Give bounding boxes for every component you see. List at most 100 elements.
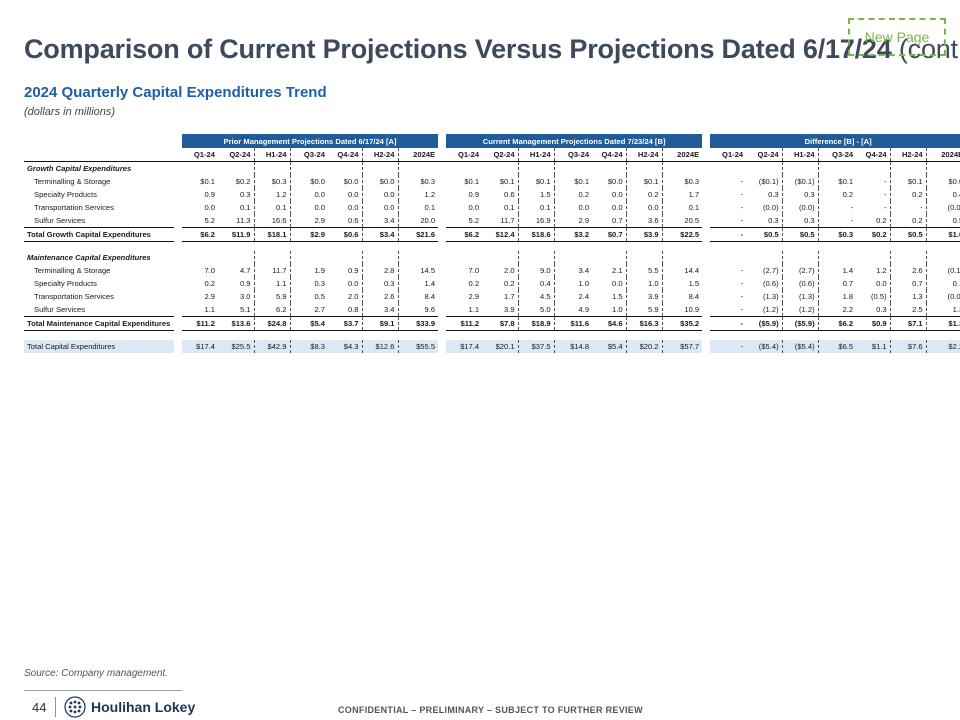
value-cell: $0.1	[200, 177, 215, 186]
value-cell: 3.4	[362, 214, 399, 228]
value-cell: 0.9	[328, 264, 363, 277]
header-spacer	[24, 148, 174, 162]
value-cell: 1.2	[424, 190, 436, 199]
table-row: Terminalling & Storage $0.1 $0.2 $0.3 $0.0 $0…	[24, 175, 960, 188]
page-title-suffix: (cont.)	[898, 34, 960, 64]
empty-cell	[362, 161, 399, 175]
value-cell: (0.0)	[947, 203, 960, 212]
value-cell: ($5.4)	[746, 340, 783, 353]
empty-cell	[218, 161, 255, 175]
period-header: H1-24	[782, 148, 819, 162]
value-cell: 3.0	[218, 290, 255, 303]
value-cell: 0.2	[626, 188, 663, 201]
value-cell: (1.3)	[782, 290, 819, 303]
confidential-notice: CONFIDENTIAL – PRELIMINARY – SUBJECT TO …	[338, 705, 643, 715]
value-cell: 1.1	[254, 277, 291, 290]
value-cell: ($5.9)	[782, 316, 819, 331]
column-gap	[174, 317, 182, 331]
value-cell: (1.3)	[746, 290, 783, 303]
page-title-main: Comparison of Current Projections Versus…	[24, 34, 892, 64]
period-header: Q2-24	[746, 148, 783, 162]
row-label: Growth Capital Expenditures	[27, 164, 132, 173]
value-cell: 0.0	[626, 201, 663, 214]
value-cell: $6.2	[182, 227, 218, 242]
value-cell: -	[740, 292, 744, 301]
empty-cell	[254, 161, 291, 175]
column-gap	[702, 264, 710, 277]
value-cell: 3.9	[482, 303, 519, 317]
value-cell: 2.4	[578, 292, 590, 301]
value-cell: 1.2	[856, 264, 891, 277]
value-cell: $0.0	[328, 175, 363, 188]
column-gap	[438, 251, 446, 264]
value-cell: -	[710, 227, 747, 242]
value-cell: 0.4	[952, 190, 960, 199]
value-cell: 0.1	[952, 279, 960, 288]
value-cell: $18.1	[254, 227, 291, 242]
value-cell: $0.2	[856, 227, 891, 242]
value-cell: $18.6	[518, 227, 555, 242]
value-cell: $12.4	[482, 227, 519, 242]
column-gap	[438, 162, 446, 176]
table-row: Total Capital Expenditures $17.4 $25.5 $42.…	[24, 340, 960, 353]
value-cell: 0.0	[578, 203, 590, 212]
column-gap	[174, 277, 182, 290]
column-gap	[174, 148, 182, 162]
value-cell: (1.2)	[746, 303, 783, 317]
table-row	[24, 242, 960, 252]
value-cell: $12.6	[362, 340, 399, 353]
value-cell: 0.0	[592, 201, 627, 214]
table-row: Sulfur Services 1.1 5.1 6.2 2.7 0.8 3.4 9.6 1.1 3…	[24, 303, 960, 317]
period-header: 2024E	[398, 148, 439, 162]
empty-cell	[890, 251, 927, 264]
table-row: Total Maintenance Capital Expenditures $1…	[24, 316, 960, 331]
value-cell: 11.7	[482, 214, 519, 228]
period-header: 2024E	[662, 148, 703, 162]
column-gap	[438, 214, 446, 228]
value-cell: $0.0	[362, 175, 399, 188]
value-cell: 11.7	[254, 264, 291, 277]
value-cell: $37.5	[518, 340, 555, 353]
brand-name: Houlihan Lokey	[91, 699, 196, 715]
value-cell: $0.1	[482, 175, 519, 188]
value-cell: 1.2	[254, 188, 291, 201]
value-cell: 4.5	[518, 290, 555, 303]
row-label: Maintenance Capital Expenditures	[27, 253, 151, 262]
value-cell: $5.4	[592, 340, 627, 353]
column-gap	[174, 290, 182, 303]
value-cell: 5.2	[468, 216, 480, 225]
value-cell: 0.0	[592, 277, 627, 290]
row-label: Total Capital Expenditures	[24, 340, 174, 353]
value-cell: $11.9	[218, 227, 255, 242]
value-cell: $17.4	[446, 340, 483, 353]
period-header: Q2-24	[218, 148, 255, 162]
empty-cell	[290, 162, 328, 176]
value-cell: 0.3	[782, 188, 819, 201]
value-cell: 1.3	[890, 290, 927, 303]
value-cell: $0.3	[684, 177, 700, 186]
value-cell: 9.6	[424, 305, 436, 314]
value-cell: 0.0	[314, 190, 325, 199]
value-cell: (0.6)	[782, 277, 819, 290]
table-row: Maintenance Capital Expenditures	[24, 251, 960, 264]
row-label: Specialty Products	[34, 190, 97, 199]
value-cell: 0.1	[688, 203, 700, 212]
empty-cell	[746, 161, 783, 175]
spacer-cell	[24, 242, 856, 252]
value-cell: 0.0	[592, 188, 627, 201]
empty-cell	[710, 162, 746, 176]
empty-cell	[328, 161, 363, 175]
value-cell: $24.8	[254, 316, 291, 331]
value-cell: $7.6	[890, 340, 927, 353]
value-cell: 16.6	[254, 214, 291, 228]
value-cell: 0.2	[578, 190, 590, 199]
value-cell: $0.1	[626, 175, 663, 188]
value-cell: $57.7	[662, 340, 703, 353]
value-cell: 5.9	[254, 290, 291, 303]
value-cell: ($0.1)	[746, 175, 783, 188]
value-cell: 3.4	[362, 303, 399, 317]
value-cell: ($0.1)	[782, 175, 819, 188]
value-cell: 3.4	[578, 266, 590, 275]
column-gap	[702, 188, 710, 201]
value-cell: $4.3	[328, 340, 363, 353]
